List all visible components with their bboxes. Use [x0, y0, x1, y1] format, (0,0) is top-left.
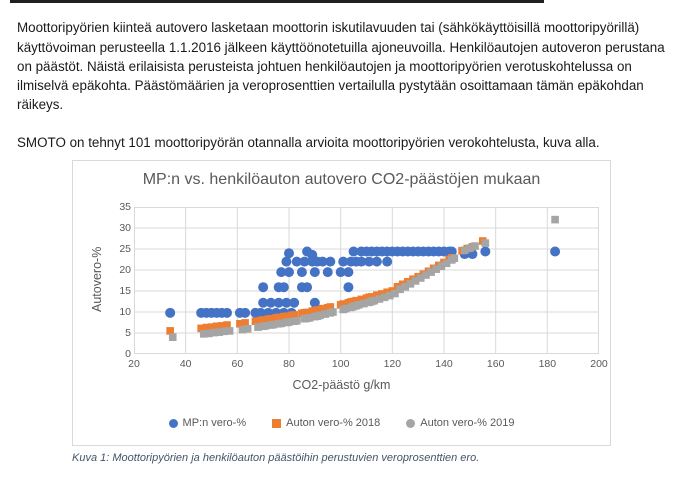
y-axis-title: Autovero-% [90, 246, 104, 312]
mp-series-marker-icon [168, 418, 178, 428]
legend-label: MP:n vero-% [182, 417, 247, 429]
legend-label: Auton vero-% 2019 [420, 417, 515, 429]
x-tick-label: 160 [486, 358, 505, 370]
figure-caption: Kuva 1: Moottoripyörien ja henkilöauton … [72, 452, 480, 464]
scatter-plot [134, 207, 599, 354]
chart-title: MP:n vs. henkilöauton autovero CO2-pääst… [142, 171, 541, 188]
y-tick-label: 35 [119, 201, 131, 213]
legend-label: Auton vero-% 2018 [286, 417, 381, 429]
body-paragraph-1: Moottoripyörien kiinteä autovero lasketa… [17, 20, 665, 113]
car-2019-series-marker-icon [406, 418, 416, 428]
body-paragraph-2: SMOTO on tehnyt 101 moottoripyörän otann… [17, 135, 600, 151]
y-tick-label: 15 [119, 285, 131, 297]
y-tick-label: 10 [119, 306, 131, 318]
legend-item-mp: MP:n vero-% [168, 417, 247, 429]
y-tick-label: 20 [119, 264, 131, 276]
x-tick-label: 60 [231, 358, 244, 370]
x-tick-label: 200 [590, 358, 608, 370]
legend-item-car-2019: Auton vero-% 2019 [406, 417, 514, 429]
plot-area [134, 207, 599, 354]
x-tick-label: 100 [331, 358, 350, 370]
x-axis-title: CO2-päästö g/km [292, 378, 391, 392]
y-tick-label: 0 [125, 348, 131, 360]
x-tick-label: 80 [283, 358, 295, 370]
y-tick-label: 25 [119, 243, 131, 255]
x-tick-label: 40 [179, 358, 192, 370]
cropped-content-edge [10, 0, 544, 3]
chart-legend: MP:n vero-% Auton vero-% 2018 Auton vero… [73, 417, 610, 429]
y-tick-label: 5 [125, 327, 131, 339]
x-tick-label: 20 [128, 358, 140, 370]
embedded-chart[interactable]: MP:n vs. henkilöauton autovero CO2-pääst… [72, 160, 611, 446]
legend-item-car-2018: Auton vero-% 2018 [272, 417, 380, 429]
car-2018-series-marker-icon [272, 418, 282, 428]
y-tick-label: 30 [119, 222, 131, 234]
x-tick-label: 180 [538, 358, 557, 370]
x-tick-label: 120 [383, 358, 402, 370]
x-tick-label: 140 [435, 358, 453, 370]
